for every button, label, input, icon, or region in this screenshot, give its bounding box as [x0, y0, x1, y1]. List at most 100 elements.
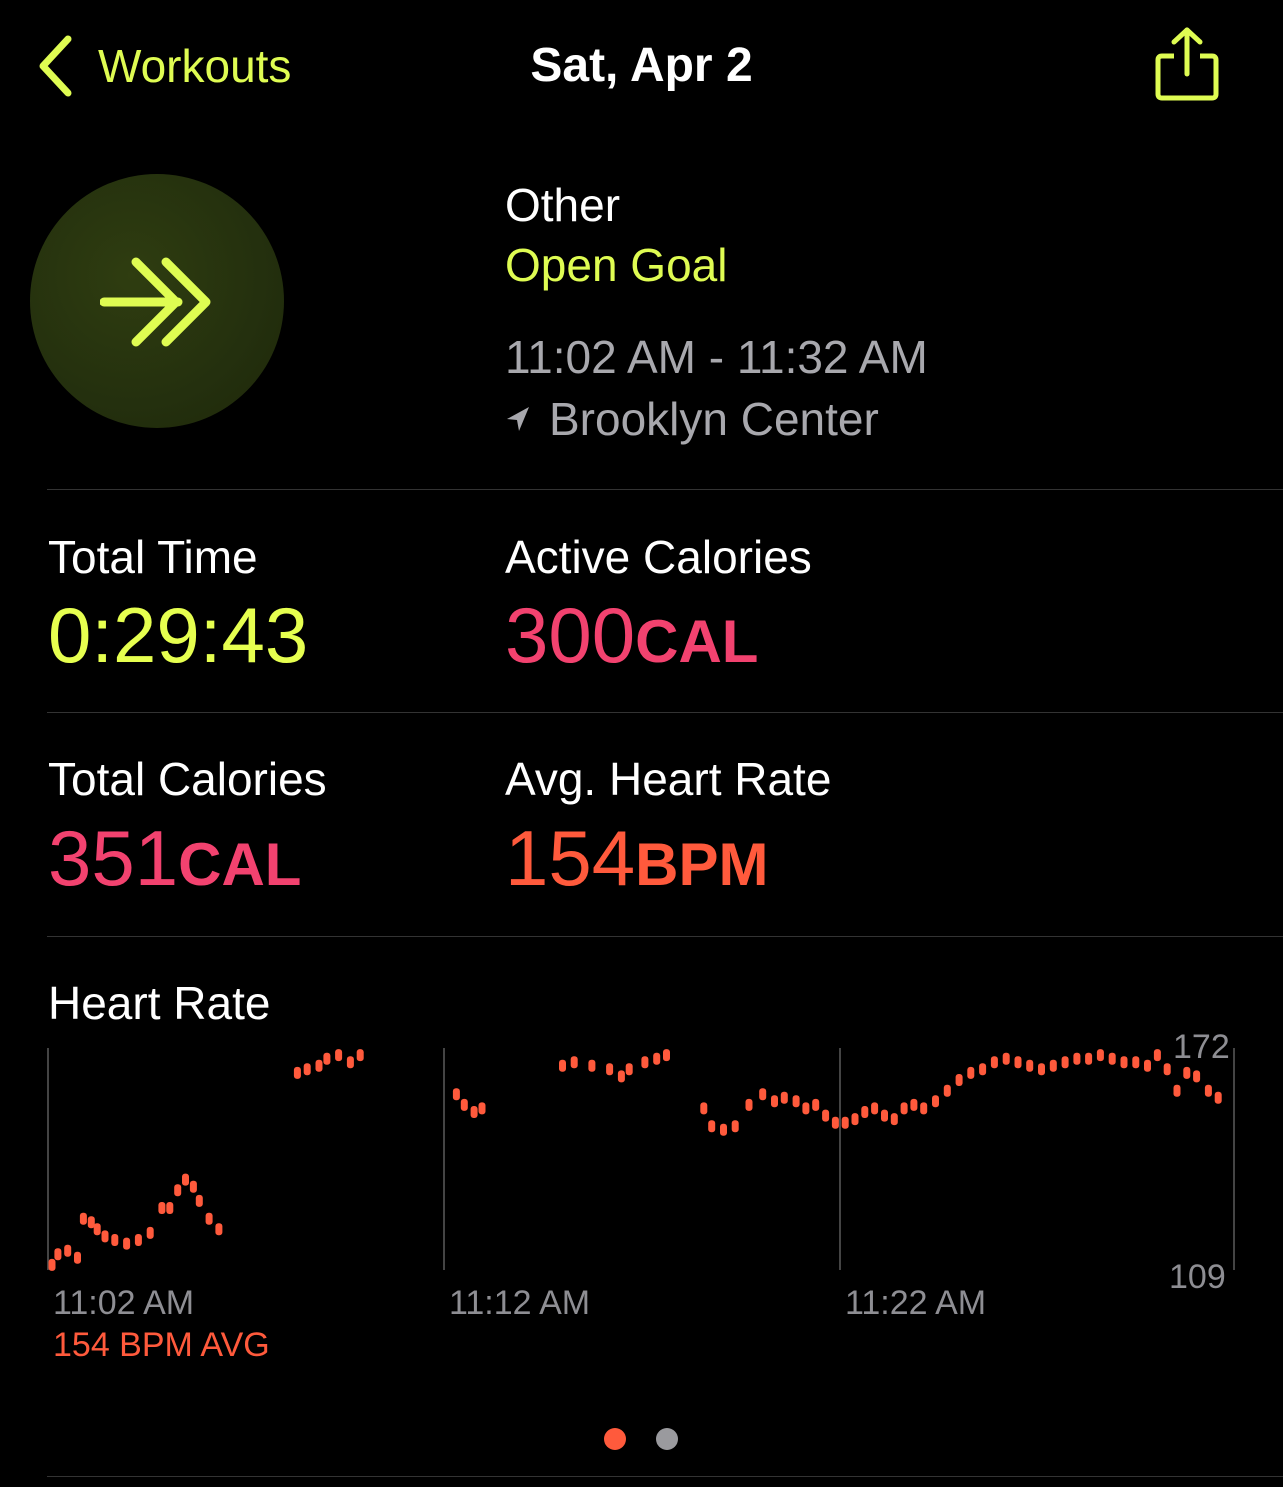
heart-rate-point: [617, 1070, 625, 1083]
heart-rate-point: [1014, 1056, 1022, 1069]
heart-rate-point: [910, 1098, 918, 1111]
heart-rate-point: [1183, 1066, 1191, 1079]
heart-rate-point: [708, 1120, 716, 1133]
heart-rate-point: [1173, 1084, 1181, 1097]
active-calories-label: Active Calories: [505, 531, 812, 583]
heart-rate-point: [1061, 1056, 1069, 1069]
double-chevron-right-icon: [100, 257, 211, 347]
heart-rate-point: [79, 1212, 87, 1225]
active-calories-stat: 300CAL: [505, 596, 758, 674]
heart-rate-point: [871, 1102, 879, 1115]
heart-rate-point: [861, 1106, 869, 1118]
heart-rate-point: [93, 1223, 101, 1236]
x-tick-label: 11:12 AM: [449, 1284, 591, 1322]
heart-rate-point: [101, 1230, 109, 1243]
heart-rate-point: [851, 1113, 859, 1126]
avg-heart-rate-unit: BPM: [635, 831, 769, 898]
heart-rate-point: [64, 1244, 72, 1257]
active-calories-unit: CAL: [635, 608, 759, 675]
total-time-value: 0:29:43: [48, 591, 309, 679]
workout-time-range: 11:02 AM - 11:32 AM: [505, 331, 928, 383]
divider: [47, 712, 1283, 713]
heart-rate-point: [745, 1098, 753, 1111]
heart-rate-points: [48, 1049, 1222, 1271]
heart-rate-point: [1073, 1052, 1081, 1065]
x-tick-label: 11:22 AM: [845, 1284, 987, 1322]
heart-rate-chart[interactable]: [0, 1040, 1283, 1280]
heart-rate-point: [1132, 1056, 1140, 1069]
heart-rate-point: [920, 1102, 928, 1115]
heart-rate-point: [460, 1098, 468, 1111]
heart-rate-point: [215, 1223, 223, 1236]
heart-rate-point: [588, 1059, 596, 1072]
heart-rate-point: [1144, 1059, 1151, 1072]
total-calories-stat: 351CAL: [48, 819, 301, 897]
heart-rate-point: [570, 1056, 578, 1069]
workout-location: Brooklyn Center: [505, 392, 879, 446]
page-indicator-dot-active[interactable]: [604, 1428, 626, 1450]
back-button[interactable]: Workouts: [38, 34, 291, 98]
activity-badge: [30, 174, 284, 428]
heart-rate-point: [663, 1049, 670, 1062]
heart-rate-point: [452, 1088, 460, 1101]
chart-gridlines: [47, 1048, 1235, 1270]
heart-rate-point: [720, 1123, 727, 1136]
heart-rate-point: [1096, 1049, 1104, 1062]
heart-rate-point: [146, 1226, 154, 1239]
heart-rate-point: [625, 1063, 633, 1076]
share-icon: [1155, 27, 1219, 101]
heart-rate-point: [315, 1059, 323, 1072]
heart-rate-point: [1108, 1052, 1116, 1065]
heart-rate-point: [356, 1049, 364, 1062]
heart-rate-point: [166, 1202, 174, 1214]
heart-rate-point: [1214, 1091, 1222, 1104]
location-arrow-icon: [507, 407, 529, 431]
heart-rate-point: [54, 1248, 62, 1261]
heart-rate-point: [1026, 1059, 1034, 1072]
heart-rate-point: [990, 1056, 998, 1069]
page-indicator-dot[interactable]: [656, 1428, 678, 1450]
heart-rate-point: [158, 1202, 166, 1214]
heart-rate-point: [932, 1095, 939, 1108]
heart-rate-point: [182, 1173, 189, 1186]
heart-rate-point: [74, 1251, 81, 1264]
share-button[interactable]: [1152, 26, 1222, 102]
divider: [47, 489, 1283, 490]
heart-rate-point: [606, 1063, 614, 1076]
heart-rate-point: [478, 1102, 486, 1115]
heart-rate-point: [1049, 1059, 1057, 1072]
heart-rate-point: [1038, 1063, 1045, 1076]
total-time-label: Total Time: [48, 531, 258, 583]
active-calories-value: 300: [505, 591, 636, 679]
heart-rate-point: [890, 1113, 898, 1126]
x-tick-label: 11:02 AM: [53, 1284, 195, 1322]
heart-rate-point: [1193, 1070, 1201, 1083]
heart-rate-point: [802, 1102, 810, 1115]
heart-rate-point: [967, 1066, 975, 1079]
avg-heart-rate-label: Avg. Heart Rate: [505, 753, 832, 805]
heart-rate-point: [943, 1084, 951, 1097]
workout-type: Other: [505, 179, 621, 231]
location-name: Brooklyn Center: [549, 393, 879, 445]
y-tick-min: 109: [1169, 1258, 1226, 1296]
avg-heart-rate-stat: 154BPM: [505, 819, 768, 897]
heart-rate-point: [881, 1109, 888, 1122]
heart-rate-point: [1120, 1056, 1128, 1069]
heart-rate-point: [831, 1116, 839, 1129]
heart-rate-point: [1085, 1052, 1093, 1065]
heart-rate-avg-label: 154 BPM AVG: [53, 1326, 270, 1364]
heart-rate-point: [559, 1059, 566, 1072]
divider: [47, 936, 1283, 937]
total-calories-value: 351: [48, 814, 179, 902]
heart-rate-point: [205, 1212, 213, 1225]
page-title: Sat, Apr 2: [530, 39, 753, 92]
heart-rate-point: [771, 1095, 778, 1108]
heart-rate-point: [822, 1109, 830, 1122]
heart-rate-point: [731, 1120, 739, 1133]
heart-rate-point: [48, 1258, 56, 1271]
total-calories-unit: CAL: [178, 831, 302, 898]
total-calories-label: Total Calories: [48, 753, 327, 805]
heart-rate-point: [841, 1116, 849, 1129]
heart-rate-point: [293, 1066, 301, 1079]
heart-rate-point: [653, 1052, 661, 1065]
